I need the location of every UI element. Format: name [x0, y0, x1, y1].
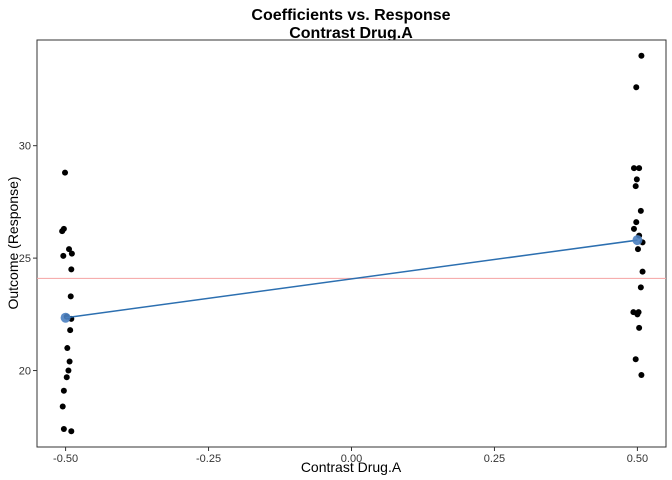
data-point [636, 165, 643, 172]
chart-subtitle: Contrast Drug.A [289, 25, 413, 42]
data-point [60, 252, 67, 259]
data-point [67, 293, 74, 300]
data-point [66, 358, 73, 365]
data-point [68, 250, 75, 257]
data-point [66, 246, 73, 253]
data-point [60, 426, 67, 433]
chart-title: Coefficients vs. Response [251, 7, 450, 24]
x-axis-title: Contrast Drug.A [301, 459, 402, 475]
y-tick-label: 20 [19, 366, 31, 378]
y-axis: 20 25 30 [19, 141, 37, 378]
data-point [59, 403, 66, 410]
data-point [637, 207, 644, 214]
data-point [60, 387, 67, 394]
x-tick-label: 0.25 [484, 453, 505, 465]
x-tick-label: 0.00 [341, 453, 362, 465]
data-point [638, 52, 645, 59]
data-point [638, 372, 645, 379]
data-point [635, 309, 642, 316]
data-point [637, 284, 644, 291]
data-point [634, 246, 641, 253]
x-tick-label: 0.50 [627, 453, 648, 465]
y-tick-label: 25 [19, 253, 31, 265]
y-axis-title: Outcome (Response) [5, 176, 21, 309]
data-point [62, 169, 69, 176]
data-point [636, 324, 643, 331]
data-point [639, 268, 646, 275]
x-tick-label: -0.25 [196, 453, 221, 465]
data-point [632, 356, 639, 363]
fit-line [65, 239, 638, 319]
data-point [64, 345, 71, 352]
x-axis: -0.50 -0.25 0.00 0.25 0.50 [53, 447, 648, 465]
data-point [67, 327, 74, 334]
data-point [633, 176, 640, 183]
data-point [633, 219, 640, 226]
data-point [633, 84, 640, 91]
y-tick-label: 30 [19, 141, 31, 153]
scatter-points [59, 52, 646, 435]
data-point [60, 225, 67, 232]
data-point [68, 266, 75, 273]
data-point [68, 428, 75, 435]
fit-points [60, 235, 643, 323]
fit-point [632, 235, 643, 246]
fit-point [60, 312, 71, 323]
data-point [65, 367, 72, 374]
data-point [632, 183, 639, 190]
data-point [630, 165, 637, 172]
data-point [63, 374, 70, 381]
x-tick-label: -0.50 [53, 453, 78, 465]
data-point [630, 225, 637, 232]
plot-panel [36, 39, 667, 448]
